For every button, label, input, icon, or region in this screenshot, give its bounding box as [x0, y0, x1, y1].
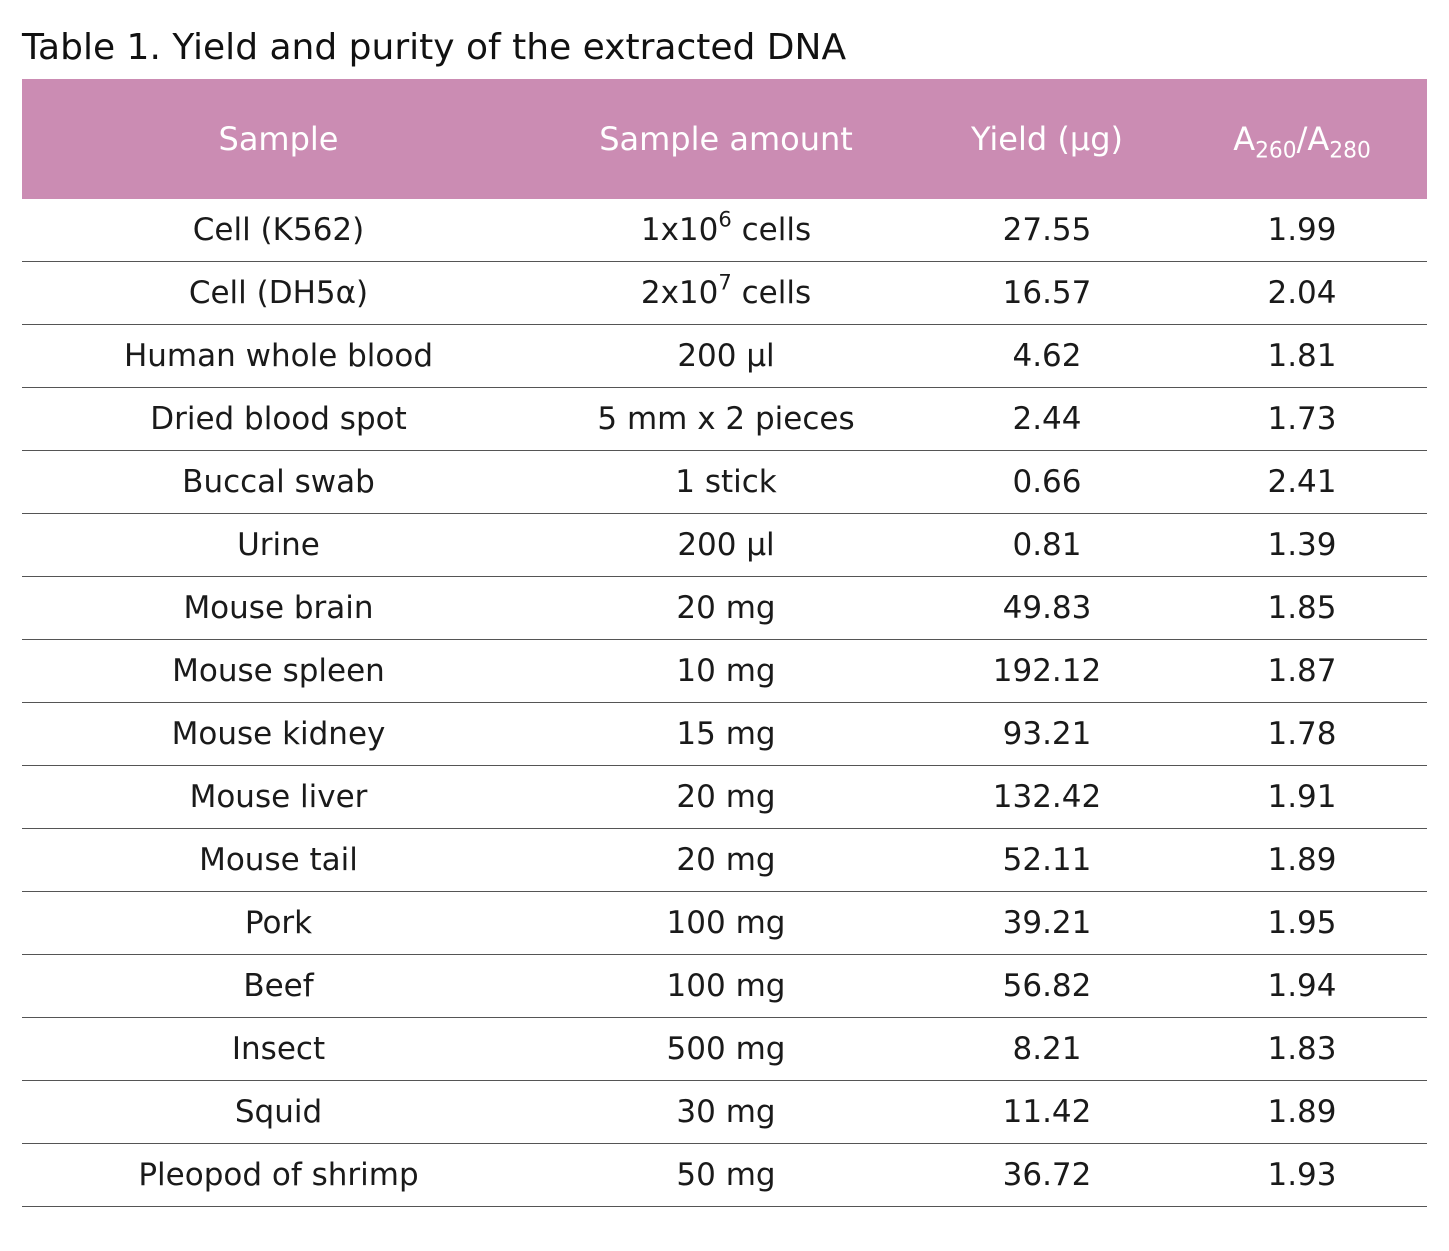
table-row: Mouse kidney 15 mg 93.21 1.78 [22, 703, 1427, 766]
table-row: Beef 100 mg 56.82 1.94 [22, 955, 1427, 1018]
cell-sample: Beef [243, 968, 314, 1004]
cell-sample: Mouse kidney [171, 716, 386, 752]
header-sample: Sample [218, 120, 339, 158]
cell-absorbance-ratio: 1.39 [1267, 527, 1337, 563]
cell-yield: 27.55 [1002, 212, 1092, 248]
cell-sample-amount: 20 mg [676, 842, 776, 878]
cell-sample-amount: 20 mg [676, 590, 776, 626]
table-row: Mouse liver 20 mg 132.42 1.91 [22, 766, 1427, 829]
table-row: Human whole blood 200 µl 4.62 1.81 [22, 325, 1427, 388]
cell-sample-amount: 200 µl [677, 338, 775, 374]
cell-yield: 39.21 [1002, 905, 1092, 941]
cell-sample-amount: 10 mg [676, 653, 776, 689]
cell-absorbance-ratio: 2.41 [1267, 464, 1337, 500]
cell-absorbance-ratio: 1.83 [1267, 1031, 1337, 1067]
cell-absorbance-ratio: 1.78 [1267, 716, 1337, 752]
cell-yield: 93.21 [1002, 716, 1092, 752]
header-yield: Yield (µg) [971, 120, 1123, 158]
cell-yield: 11.42 [1002, 1094, 1092, 1130]
cell-yield: 16.57 [1002, 275, 1092, 311]
cell-sample-amount: 500 mg [666, 1031, 786, 1067]
table-header-row: Sample Sample amount Yield (µg) A260/A28… [22, 79, 1427, 199]
cell-absorbance-ratio: 1.73 [1267, 401, 1337, 437]
header-sample-amount: Sample amount [599, 120, 853, 158]
cell-sample-amount: 2x107 cells [640, 269, 812, 311]
cell-yield: 192.12 [992, 653, 1102, 689]
cell-sample: Cell (DH5α) [188, 275, 369, 311]
cell-sample: Insect [231, 1031, 326, 1067]
table-title: Table 1. Yield and purity of the extract… [22, 27, 847, 68]
table-row: Cell (K562) 1x106 cells 27.55 1.99 [22, 199, 1427, 262]
table-row: Dried blood spot 5 mm x 2 pieces 2.44 1.73 [22, 388, 1427, 451]
cell-absorbance-ratio: 1.91 [1267, 779, 1337, 815]
dna-yield-table: Sample Sample amount Yield (µg) A260/A28… [22, 79, 1427, 1207]
cell-sample: Mouse spleen [172, 653, 385, 689]
table-row: Mouse brain 20 mg 49.83 1.85 [22, 577, 1427, 640]
cell-sample: Mouse tail [199, 842, 358, 878]
table-row: Pleopod of shrimp 50 mg 36.72 1.93 [22, 1144, 1427, 1207]
cell-sample-amount: 50 mg [676, 1157, 776, 1193]
cell-absorbance-ratio: 1.89 [1267, 1094, 1337, 1130]
cell-absorbance-ratio: 1.95 [1267, 905, 1337, 941]
cell-sample: Pleopod of shrimp [138, 1157, 419, 1193]
cell-sample-amount: 1x106 cells [640, 206, 812, 248]
cell-yield: 132.42 [992, 779, 1102, 815]
cell-sample-amount: 30 mg [676, 1094, 776, 1130]
cell-sample-amount: 200 µl [677, 527, 775, 563]
table-row: Squid 30 mg 11.42 1.89 [22, 1081, 1427, 1144]
cell-sample: Buccal swab [182, 464, 375, 500]
cell-sample: Squid [234, 1094, 323, 1130]
table-row: Urine 200 µl 0.81 1.39 [22, 514, 1427, 577]
cell-sample: Pork [244, 905, 313, 941]
table-row: Pork 100 mg 39.21 1.95 [22, 892, 1427, 955]
cell-sample-amount: 15 mg [676, 716, 776, 752]
cell-absorbance-ratio: 1.94 [1267, 968, 1337, 1004]
cell-yield: 4.62 [1012, 338, 1082, 374]
cell-sample-amount: 1 stick [675, 464, 777, 500]
cell-absorbance-ratio: 1.81 [1267, 338, 1337, 374]
table-row: Insect 500 mg 8.21 1.83 [22, 1018, 1427, 1081]
cell-absorbance-ratio: 1.99 [1267, 212, 1337, 248]
cell-yield: 49.83 [1002, 590, 1092, 626]
cell-sample-amount: 100 mg [666, 968, 786, 1004]
cell-absorbance-ratio: 1.89 [1267, 842, 1337, 878]
cell-absorbance-ratio: 1.87 [1267, 653, 1337, 689]
cell-yield: 52.11 [1002, 842, 1092, 878]
header-absorbance-ratio: A260/A280 [1233, 120, 1371, 164]
table-row: Buccal swab 1 stick 0.66 2.41 [22, 451, 1427, 514]
cell-sample: Mouse brain [183, 590, 374, 626]
cell-absorbance-ratio: 2.04 [1267, 275, 1337, 311]
table-row: Cell (DH5α) 2x107 cells 16.57 2.04 [22, 262, 1427, 325]
cell-sample: Urine [237, 527, 320, 563]
cell-absorbance-ratio: 1.93 [1267, 1157, 1337, 1193]
cell-absorbance-ratio: 1.85 [1267, 590, 1337, 626]
cell-yield: 36.72 [1002, 1157, 1092, 1193]
cell-sample: Dried blood spot [150, 401, 407, 437]
cell-yield: 0.81 [1012, 527, 1082, 563]
cell-sample: Cell (K562) [192, 212, 365, 248]
cell-yield: 56.82 [1002, 968, 1092, 1004]
cell-yield: 2.44 [1012, 401, 1082, 437]
cell-sample: Human whole blood [123, 338, 434, 374]
cell-yield: 0.66 [1012, 464, 1082, 500]
table-row: Mouse spleen 10 mg 192.12 1.87 [22, 640, 1427, 703]
cell-sample-amount: 20 mg [676, 779, 776, 815]
cell-sample: Mouse liver [189, 779, 368, 815]
cell-sample-amount: 5 mm x 2 pieces [597, 401, 855, 437]
cell-yield: 8.21 [1012, 1031, 1082, 1067]
table-body: Cell (K562) 1x106 cells 27.55 1.99 Cell (DH5… [22, 199, 1427, 1207]
table-row: Mouse tail 20 mg 52.11 1.89 [22, 829, 1427, 892]
cell-sample-amount: 100 mg [666, 905, 786, 941]
